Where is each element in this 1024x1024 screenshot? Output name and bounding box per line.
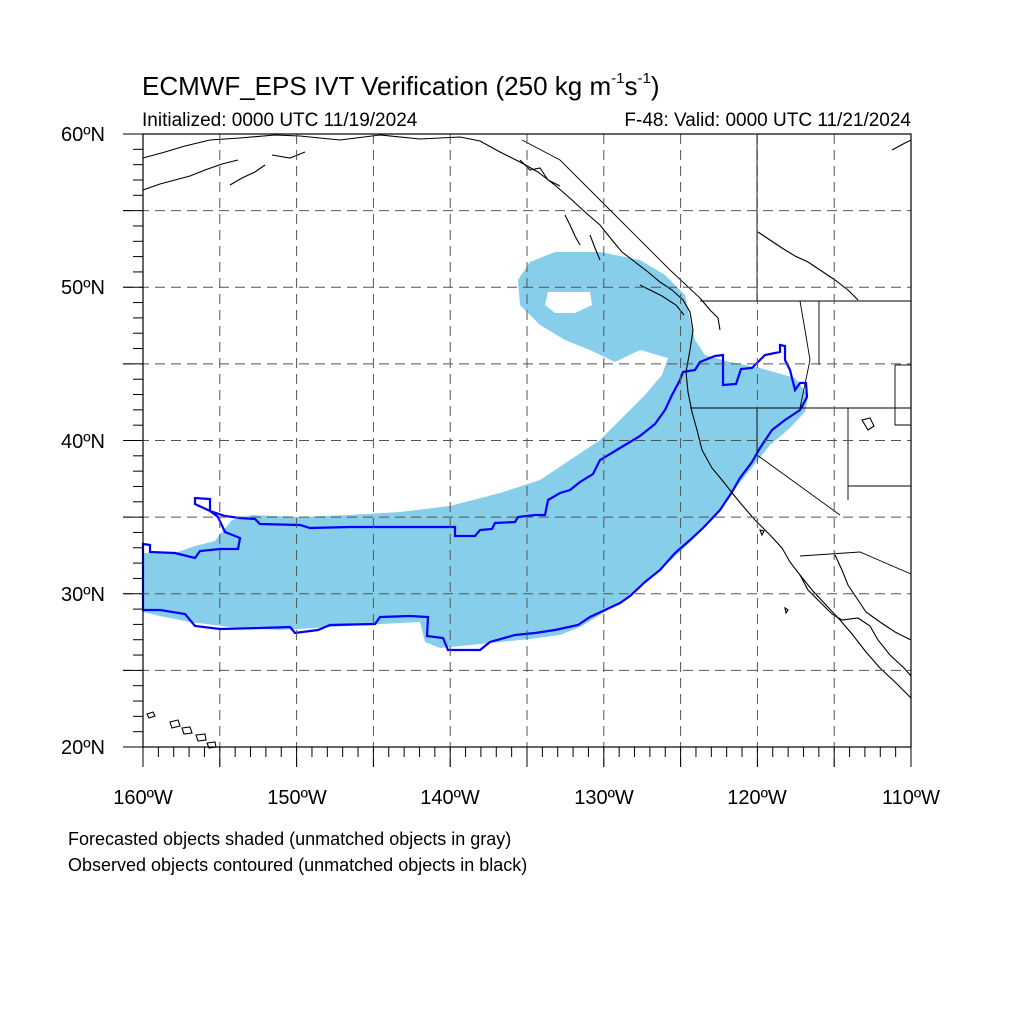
lon-label-160w: 160ºW: [113, 787, 173, 809]
lon-label-140w: 140ºW: [420, 787, 480, 809]
lat-label-20: 20ºN: [61, 737, 105, 759]
legend-notes: Forecasted objects shaded (unmatched obj…: [68, 826, 527, 878]
valid-time: F-48: Valid: 0000 UTC 11/21/2024: [624, 110, 911, 131]
initialized-time: Initialized: 0000 UTC 11/19/2024: [142, 110, 418, 131]
lat-label-50: 50ºN: [61, 277, 105, 299]
map-grid: [123, 134, 911, 767]
lon-label-110w: 110ºW: [882, 787, 940, 809]
lat-label-40: 40ºN: [61, 431, 105, 453]
lat-labels: 20ºN 30ºN 40ºN 50ºN 60ºN: [61, 124, 105, 759]
lon-label-130w: 130ºW: [574, 787, 634, 809]
lat-label-60: 60ºN: [61, 124, 105, 146]
forecast-object-shade: [143, 252, 808, 648]
note-observed: Observed objects contoured (unmatched ob…: [68, 855, 528, 875]
axis-ticks: [123, 133, 912, 767]
forecast-object-hole: [545, 292, 592, 313]
chart-title: ECMWF_EPS IVT Verification (250 kg m-1s-…: [142, 70, 660, 101]
map-frame: [142, 133, 912, 748]
lon-labels: 160ºW 150ºW 140ºW 130ºW 120ºW 110ºW: [113, 787, 940, 809]
coastlines: [142, 134, 912, 749]
lon-label-120w: 120ºW: [727, 787, 787, 809]
note-forecast: Forecasted objects shaded (unmatched obj…: [68, 829, 512, 849]
observed-object-contour: [141, 343, 809, 652]
lat-label-30: 30ºN: [61, 584, 105, 606]
lon-label-150w: 150ºW: [267, 787, 327, 809]
